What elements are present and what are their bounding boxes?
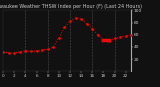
- Title: Milwaukee Weather THSW Index per Hour (F) (Last 24 Hours): Milwaukee Weather THSW Index per Hour (F…: [0, 4, 142, 9]
